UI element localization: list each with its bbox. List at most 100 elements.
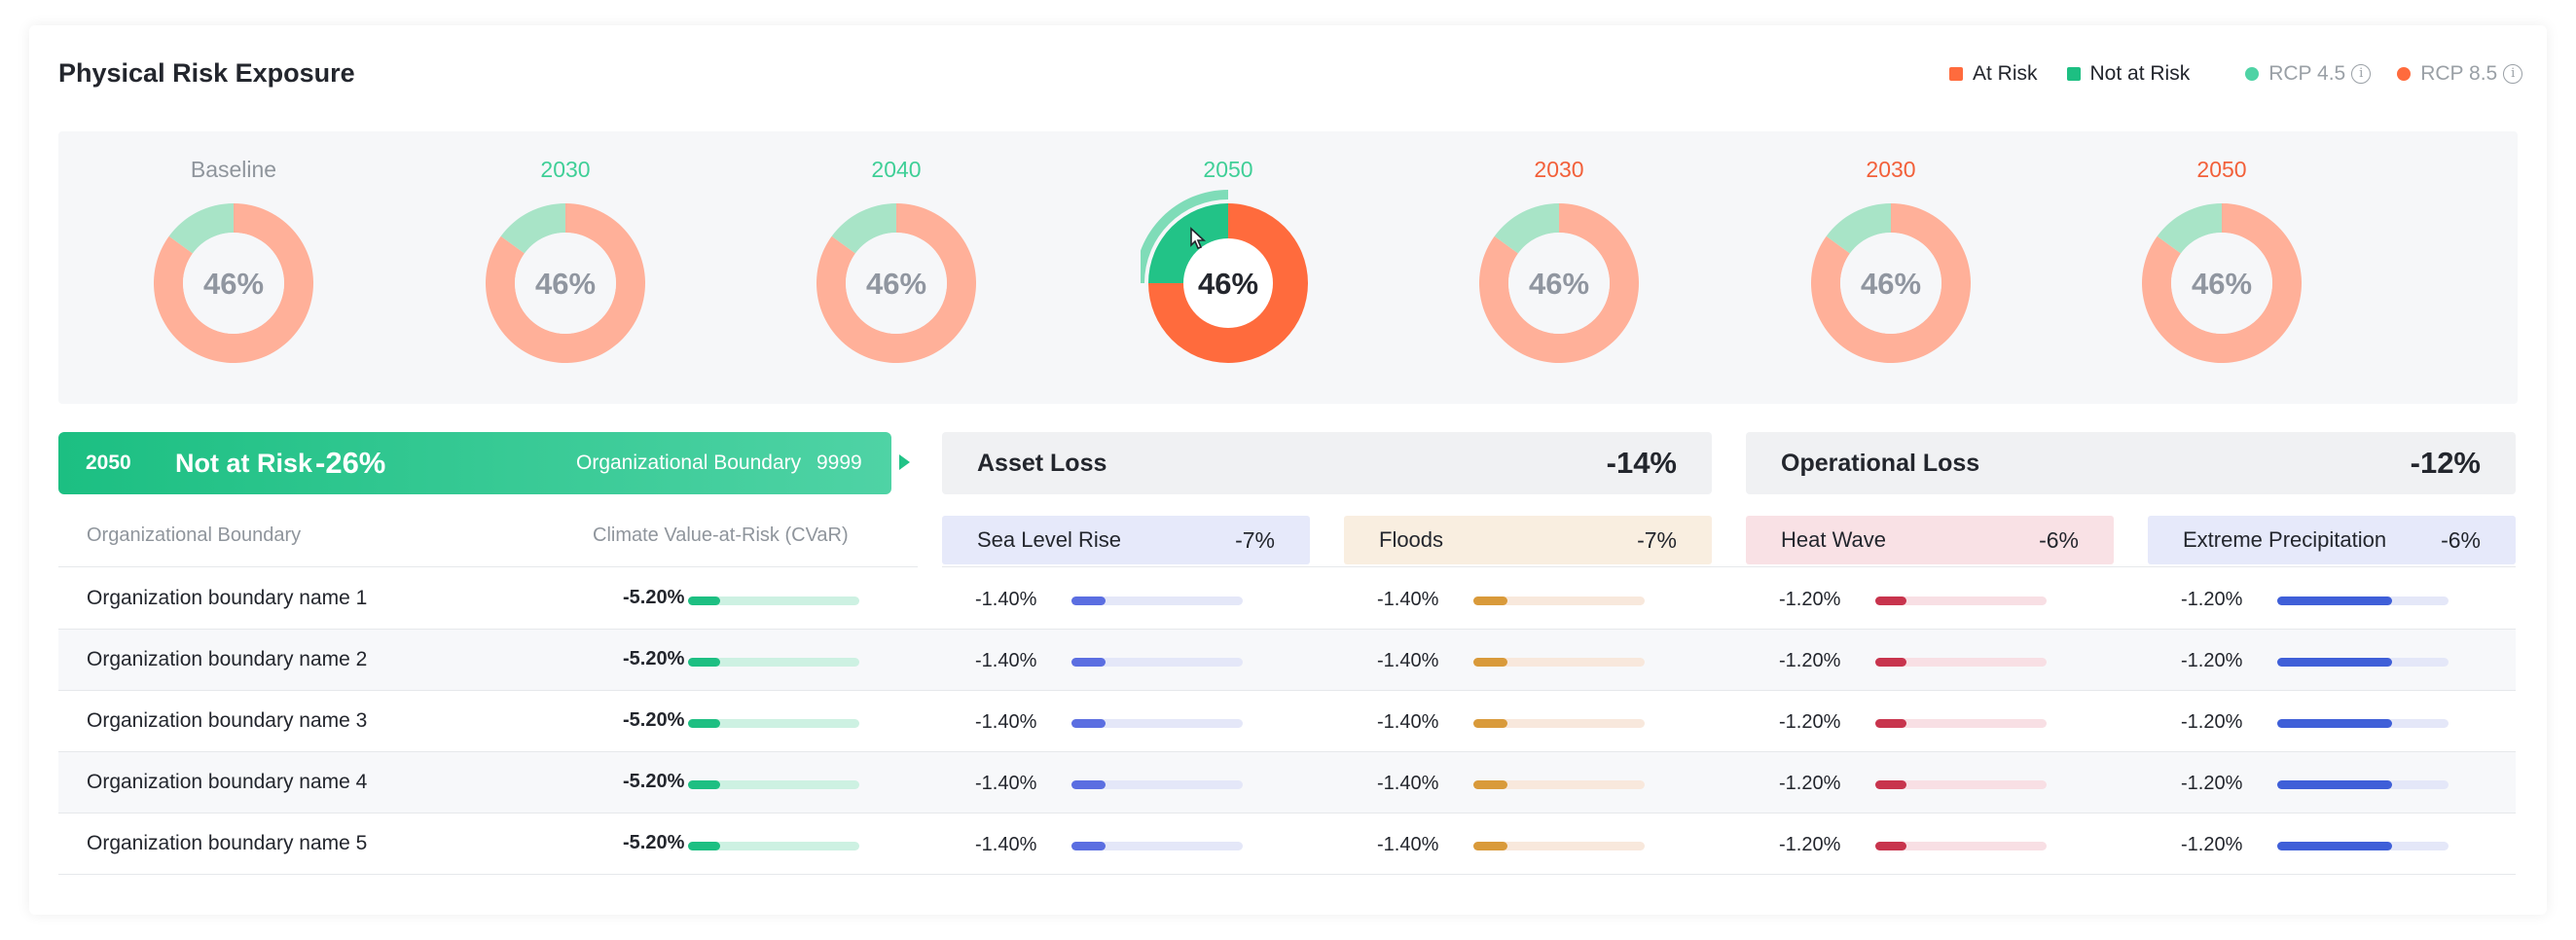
cvar-bar (688, 658, 859, 667)
hazard-bar (1875, 719, 2047, 728)
donut-hole (515, 233, 616, 334)
hazard-bar (1071, 719, 1243, 728)
hazard-bar-fill (1875, 842, 1906, 850)
asset-loss-label: Asset Loss (977, 449, 1107, 477)
hazard-bar-fill (1875, 658, 1906, 667)
table-row[interactable]: Organization boundary name 2 -5.20% -1.40%… (58, 630, 2516, 691)
at-risk-swatch (1949, 67, 1963, 81)
donut-value: 46% (866, 267, 926, 301)
boundary-name: Organization boundary name 2 (87, 648, 368, 670)
column-header-cvar: Climate Value-at-Risk (CVaR) (593, 524, 849, 546)
not-at-risk-segment (831, 203, 896, 254)
hazard-value: -7% (1235, 526, 1275, 553)
donut-year-label: 2030 (1866, 157, 1916, 182)
donut-chart: 46% (1811, 203, 1971, 363)
not-at-risk-segment (1826, 203, 1891, 254)
hazard-bar-fill (2277, 658, 2392, 667)
boundary-name: Organization boundary name 5 (87, 832, 368, 854)
not-at-risk-segment (168, 203, 234, 254)
legend-rcp45-label[interactable]: RCP 4.5 (2268, 62, 2346, 85)
column-header-boundary: Organizational Boundary (87, 524, 302, 546)
donut-3[interactable]: 2040 46% (809, 157, 984, 367)
hazard-value: -6% (2441, 526, 2481, 553)
rcp45-info-icon[interactable]: i (2351, 64, 2372, 84)
cvar-value: -5.20% (623, 587, 685, 608)
legend-rcp85-label[interactable]: RCP 8.5 (2420, 62, 2498, 85)
hazard-bar-fill (1473, 719, 1508, 728)
cvar-bar (688, 842, 859, 850)
donut-hole (1840, 233, 1941, 334)
at-risk-segment (816, 203, 976, 363)
hazard-bar (1875, 780, 2047, 789)
cvar-bar-fill (688, 597, 721, 605)
hazard-bar (1473, 658, 1645, 667)
table-row[interactable]: Organization boundary name 3 -5.20% -1.40%… (58, 691, 2516, 752)
hazard-label: Heat Wave (1781, 527, 1887, 552)
selection-boundary-label: Organizational Boundary (576, 452, 802, 474)
at-risk-segment (1479, 203, 1639, 363)
asset-loss-header: Asset Loss -14% (942, 432, 1712, 494)
hazard-bar (1875, 597, 2047, 605)
rcp45-dot (2245, 67, 2260, 81)
hazard-bar-fill (1071, 780, 1107, 789)
table-divider (942, 566, 2516, 567)
donut-year-label: Baseline (190, 157, 277, 182)
hazard-cell-value: -1.40% (1377, 711, 1439, 733)
hazard-cell-value: -1.40% (975, 650, 1037, 671)
hazard-cell-value: -1.20% (2181, 650, 2243, 671)
at-risk-segment (485, 203, 645, 363)
hazard-cell-value: -1.40% (1377, 773, 1439, 794)
boundary-name: Organization boundary name 1 (87, 587, 368, 609)
donut-7[interactable]: 2050 46% (2134, 157, 2309, 367)
rcp85-info-icon[interactable]: i (2503, 64, 2523, 84)
hazard-bar (1875, 842, 2047, 850)
donut-value: 46% (1529, 267, 1589, 301)
hazard-cell-value: -1.20% (1779, 834, 1841, 855)
hazard-label: Extreme Precipitation (2183, 527, 2387, 552)
donut-year-label: 2030 (1534, 157, 1584, 182)
hazard-bar-fill (1473, 780, 1508, 789)
hazard-cell-value: -1.20% (1779, 650, 1841, 671)
operational-loss-label: Operational Loss (1781, 449, 1980, 477)
donut-6[interactable]: 2030 46% (1803, 157, 1978, 367)
cvar-value: -5.20% (623, 832, 685, 853)
donut-year-label: 2040 (871, 157, 922, 182)
donut-2[interactable]: 2030 46% (478, 157, 653, 367)
table-row[interactable]: Organization boundary name 5 -5.20% -1.40%… (58, 813, 2516, 875)
donut-hole (1508, 233, 1610, 334)
hazard-cell-value: -1.40% (1377, 589, 1439, 610)
table-row[interactable]: Organization boundary name 1 -5.20% -1.40%… (58, 568, 2516, 630)
donut-value: 46% (535, 267, 596, 301)
hover-highlight (1141, 190, 1228, 283)
donut-4[interactable]: 2050 46% (1141, 157, 1316, 367)
hazard-bar-fill (1071, 842, 1107, 850)
row-divider (58, 874, 2516, 875)
asset-loss-value: -14% (1606, 446, 1677, 480)
donut-5[interactable]: 2030 46% (1471, 157, 1647, 367)
hazard-extreme-precipitation: Extreme Precipitation -6% (2148, 516, 2516, 564)
hazard-bar (2277, 597, 2449, 605)
hazard-floods: Floods -7% (1344, 516, 1712, 564)
hazard-cell-value: -1.40% (1377, 650, 1439, 671)
hazard-bar-fill (1473, 658, 1508, 667)
not-at-risk-segment (1494, 203, 1559, 254)
cvar-value: -5.20% (623, 709, 685, 731)
selection-banner[interactable]: 2050 Not at Risk -26% Organizational Bou… (58, 432, 891, 494)
hazard-value: -6% (2039, 526, 2079, 553)
legend-at-risk-label: At Risk (1973, 62, 2038, 85)
hazard-bar-fill (1071, 597, 1107, 605)
donut-1[interactable]: Baseline 46% (146, 157, 321, 367)
cvar-bar (688, 780, 859, 789)
hazard-bar-fill (2277, 719, 2392, 728)
hazard-cell-value: -1.20% (1779, 589, 1841, 610)
selection-year: 2050 (86, 452, 131, 474)
cvar-bar-fill (688, 658, 721, 667)
hazard-bar (1071, 780, 1243, 789)
donut-hole (1183, 238, 1273, 328)
donut-chart: 46% (816, 203, 976, 363)
row-divider (58, 690, 2516, 691)
donut-chart: 46% (1479, 203, 1639, 363)
hazard-cell-value: -1.20% (2181, 834, 2243, 855)
table-row[interactable]: Organization boundary name 4 -5.20% -1.40%… (58, 752, 2516, 813)
cvar-bar-fill (688, 842, 721, 850)
